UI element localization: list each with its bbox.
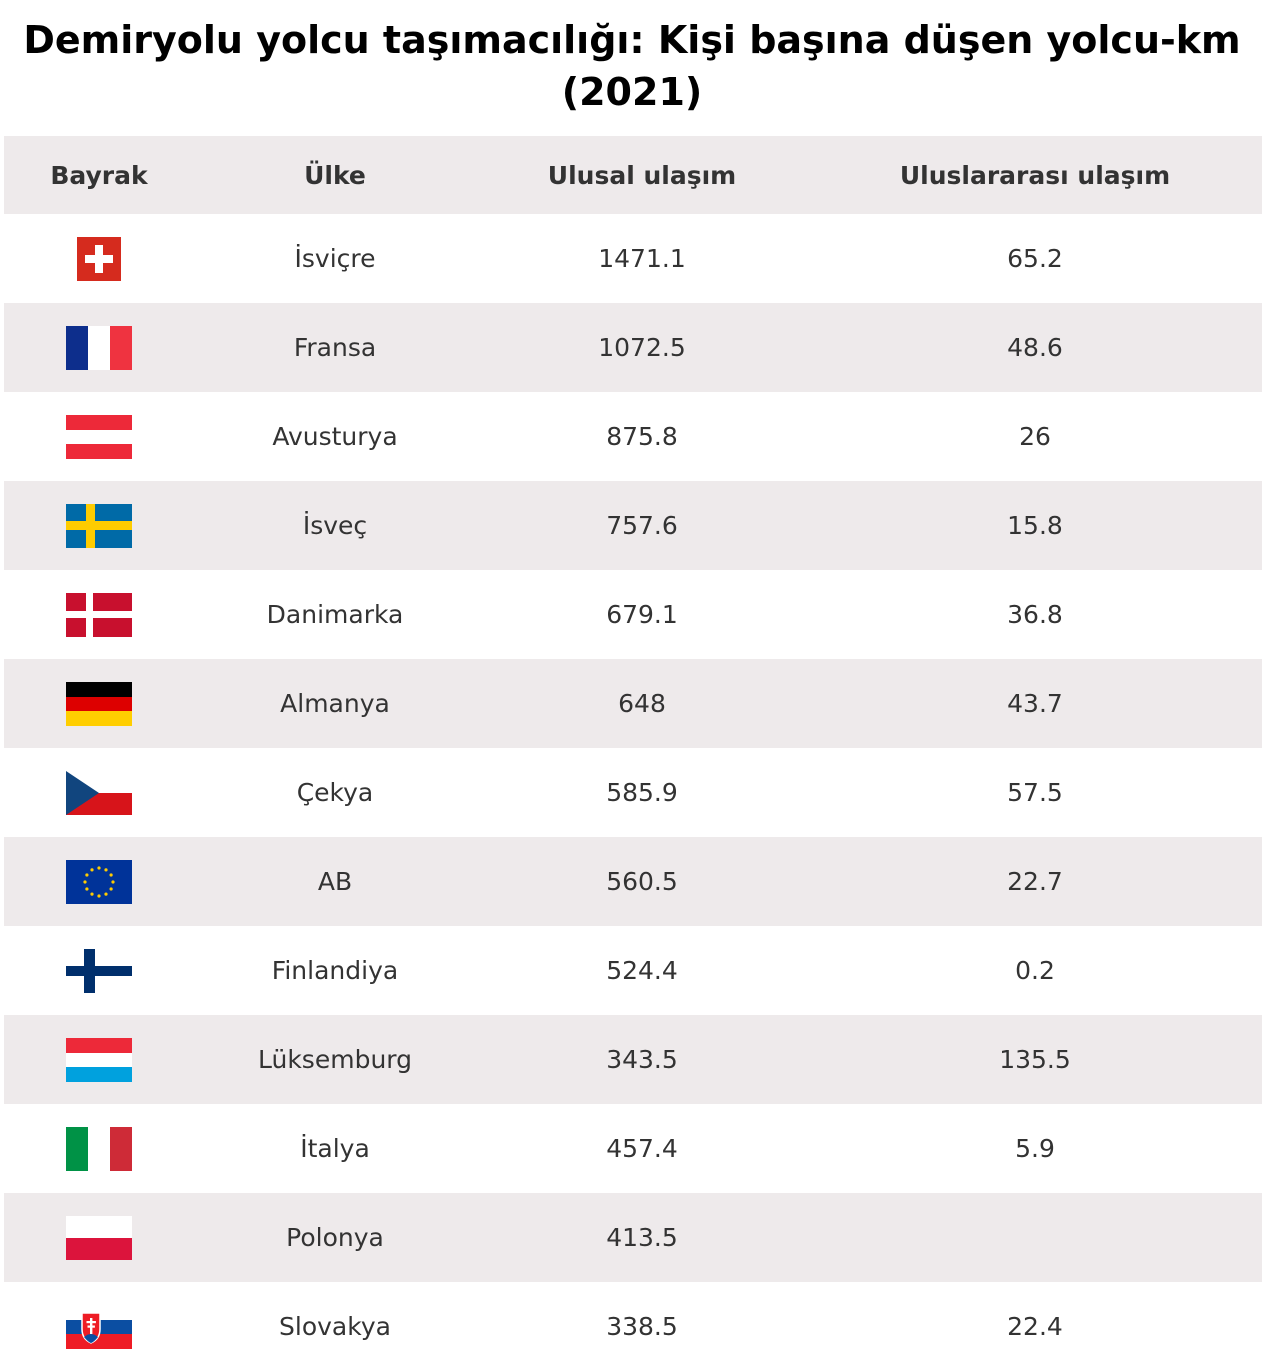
table-header: Bayrak Ülke Ulusal ulaşım Uluslararası u… bbox=[4, 136, 1262, 214]
international-value-cell: 43.7 bbox=[1007, 689, 1063, 718]
slovakia-flag-icon bbox=[66, 1304, 132, 1349]
international-value-cell bbox=[808, 1193, 1262, 1282]
table-row: Danimarka 679.1 36.8 bbox=[4, 570, 1262, 659]
country-cell: Lüksemburg bbox=[258, 1045, 412, 1074]
international-value-cell: 26 bbox=[1019, 422, 1051, 451]
finland-flag-icon bbox=[66, 948, 132, 993]
column-header-national: Ulusal ulaşım bbox=[547, 160, 737, 190]
table-row: Lüksemburg 343.5 135.5 bbox=[4, 1015, 1262, 1104]
international-value-cell: 36.8 bbox=[1007, 600, 1063, 629]
international-value-cell: 48.6 bbox=[1007, 333, 1063, 362]
country-cell: İsviçre bbox=[294, 244, 376, 273]
country-cell: Fransa bbox=[293, 333, 377, 362]
national-value-cell: 343.5 bbox=[606, 1045, 678, 1074]
country-cell: Avusturya bbox=[272, 422, 398, 451]
national-value-cell: 338.5 bbox=[606, 1312, 678, 1341]
national-value-cell: 648 bbox=[618, 689, 666, 718]
national-value-cell: 560.5 bbox=[606, 867, 678, 896]
poland-flag-icon bbox=[66, 1215, 132, 1260]
country-cell: Danimarka bbox=[266, 600, 404, 629]
column-header-flag: Bayrak bbox=[50, 160, 148, 190]
france-flag-icon bbox=[66, 325, 132, 370]
table-row: İsviçre 1471.1 65.2 bbox=[4, 214, 1262, 303]
national-value-cell: 1471.1 bbox=[598, 244, 686, 273]
national-value-cell: 757.6 bbox=[606, 511, 678, 540]
national-value-cell: 585.9 bbox=[606, 778, 678, 807]
international-value-cell: 135.5 bbox=[999, 1045, 1071, 1074]
switzerland-flag-icon bbox=[77, 236, 121, 281]
national-value-cell: 679.1 bbox=[606, 600, 678, 629]
country-cell: Çekya bbox=[296, 778, 374, 807]
international-value-cell: 0.2 bbox=[1015, 956, 1055, 985]
czechia-flag-icon bbox=[66, 770, 132, 815]
column-header-country: Ülke bbox=[304, 160, 366, 190]
italy-flag-icon bbox=[66, 1126, 132, 1171]
international-value-cell: 22.4 bbox=[1007, 1312, 1063, 1341]
country-cell: İsveç bbox=[302, 511, 368, 540]
page-title: Demiryolu yolcu taşımacılığı: Kişi başın… bbox=[23, 18, 1241, 114]
national-value-cell: 413.5 bbox=[606, 1223, 678, 1252]
country-cell: Polonya bbox=[286, 1223, 384, 1252]
international-value-cell: 5.9 bbox=[1015, 1134, 1055, 1163]
country-cell: Finlandiya bbox=[271, 956, 399, 985]
table-row: Polonya 413.5 bbox=[4, 1193, 1262, 1282]
column-header-international: Uluslararası ulaşım bbox=[899, 160, 1171, 190]
sweden-flag-icon bbox=[66, 503, 132, 548]
national-value-cell: 524.4 bbox=[606, 956, 678, 985]
germany-flag-icon bbox=[66, 681, 132, 726]
international-value-cell: 65.2 bbox=[1007, 244, 1063, 273]
table-row: Avusturya 875.8 26 bbox=[4, 392, 1262, 481]
international-value-cell: 57.5 bbox=[1007, 778, 1063, 807]
table-row: Almanya 648 43.7 bbox=[4, 659, 1262, 748]
national-value-cell: 457.4 bbox=[606, 1134, 678, 1163]
luxembourg-flag-icon bbox=[66, 1037, 132, 1082]
table-row: AB 560.5 22.7 bbox=[4, 837, 1262, 926]
country-cell: Almanya bbox=[280, 689, 390, 718]
country-cell: Slovakya bbox=[279, 1312, 391, 1341]
international-value-cell: 15.8 bbox=[1007, 511, 1063, 540]
austria-flag-icon bbox=[66, 414, 132, 459]
denmark-flag-icon bbox=[66, 592, 132, 637]
table-row: İsveç 757.6 15.8 bbox=[4, 481, 1262, 570]
data-table: Bayrak Ülke Ulusal ulaşım Uluslararası u… bbox=[4, 136, 1262, 1371]
table-row: Finlandiya 524.4 0.2 bbox=[4, 926, 1262, 1015]
table-row: Slovakya 338.5 22.4 bbox=[4, 1282, 1262, 1371]
national-value-cell: 875.8 bbox=[606, 422, 678, 451]
table-row: Çekya 585.9 57.5 bbox=[4, 748, 1262, 837]
table-row: İtalya 457.4 5.9 bbox=[4, 1104, 1262, 1193]
country-cell: İtalya bbox=[300, 1134, 370, 1163]
table-row: Fransa 1072.5 48.6 bbox=[4, 303, 1262, 392]
eu-flag-icon bbox=[66, 859, 132, 904]
country-cell: AB bbox=[317, 867, 353, 896]
international-value-cell: 22.7 bbox=[1007, 867, 1063, 896]
national-value-cell: 1072.5 bbox=[598, 333, 686, 362]
